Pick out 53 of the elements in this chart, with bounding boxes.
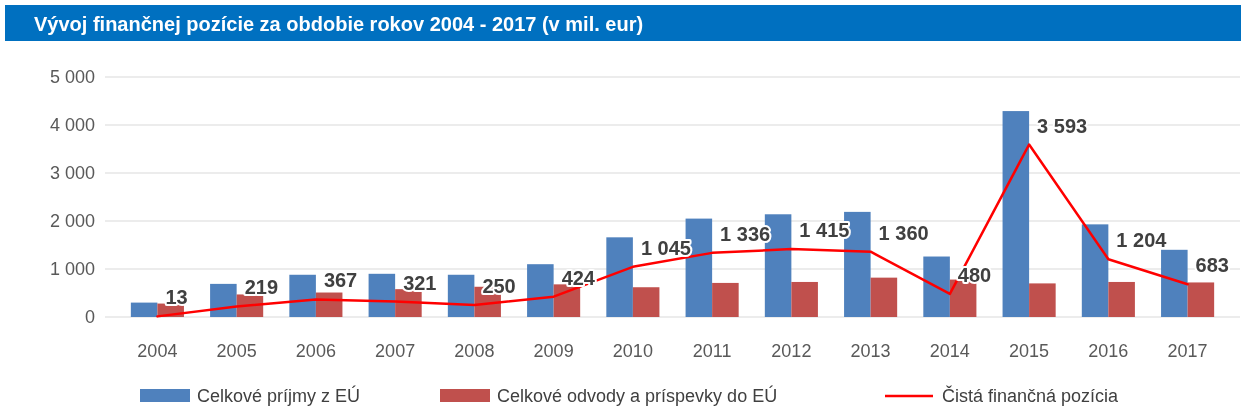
bar — [1002, 111, 1030, 317]
x-tick-label: 2014 — [929, 341, 970, 361]
y-tick-label: 3 000 — [49, 163, 95, 183]
bar — [632, 287, 660, 317]
bar — [130, 302, 158, 317]
legend-label: Celkové odvody a príspevky do EÚ — [497, 385, 778, 406]
data-label: 683 — [1195, 254, 1229, 277]
x-tick-label: 2004 — [137, 341, 178, 361]
bar — [923, 256, 950, 317]
data-label: 13 — [165, 286, 188, 309]
y-tick-label: 4 000 — [49, 115, 95, 135]
x-tick-label: 2008 — [454, 341, 495, 361]
line-series — [156, 143, 1189, 318]
data-label: 1 360 — [878, 221, 929, 244]
x-tick-label: 2007 — [375, 341, 416, 361]
bar — [1108, 281, 1135, 317]
bar — [527, 264, 554, 317]
bar — [1161, 249, 1188, 317]
data-label: 3 593 — [1037, 114, 1088, 137]
data-label: 250 — [482, 275, 516, 297]
x-tick-label: 2005 — [216, 341, 257, 361]
y-tick-label: 5 000 — [49, 67, 95, 87]
legend-label: Celkové príjmy z EÚ — [197, 385, 361, 406]
bar — [870, 277, 898, 317]
x-tick-label: 2010 — [612, 341, 653, 361]
y-tick-label: 0 — [84, 307, 95, 327]
bar — [712, 282, 739, 317]
bar — [606, 237, 633, 317]
x-tick-label: 2009 — [533, 341, 574, 361]
x-tick-label: 2006 — [295, 341, 336, 361]
bar — [1081, 224, 1109, 317]
x-tick-label: 2016 — [1088, 341, 1129, 361]
data-label: 1 204 — [1116, 229, 1168, 252]
data-label: 367 — [323, 269, 358, 292]
data-label: 219 — [244, 276, 279, 299]
data-label: 424 — [561, 266, 596, 289]
bar — [791, 281, 818, 317]
bar — [1029, 283, 1056, 317]
y-tick-label: 1 000 — [49, 259, 95, 279]
data-label: 321 — [403, 271, 437, 294]
x-tick-label: 2017 — [1167, 341, 1208, 361]
bar — [289, 274, 316, 317]
y-tick-label: 2 000 — [49, 211, 95, 231]
x-tick-label: 2012 — [771, 341, 812, 361]
bar — [368, 273, 396, 317]
x-tick-label: 2011 — [692, 341, 732, 361]
bar — [210, 283, 237, 317]
bar — [1187, 282, 1215, 317]
x-tick-label: 2013 — [850, 341, 891, 361]
legend-label: Čistá finančná pozícia — [942, 385, 1120, 406]
x-tick-label: 2015 — [1009, 341, 1050, 361]
bar — [447, 274, 475, 317]
chart-title: Vývoj finančnej pozície za obdobie rokov 2004 - 2017 (v mil. eur) — [34, 13, 644, 35]
